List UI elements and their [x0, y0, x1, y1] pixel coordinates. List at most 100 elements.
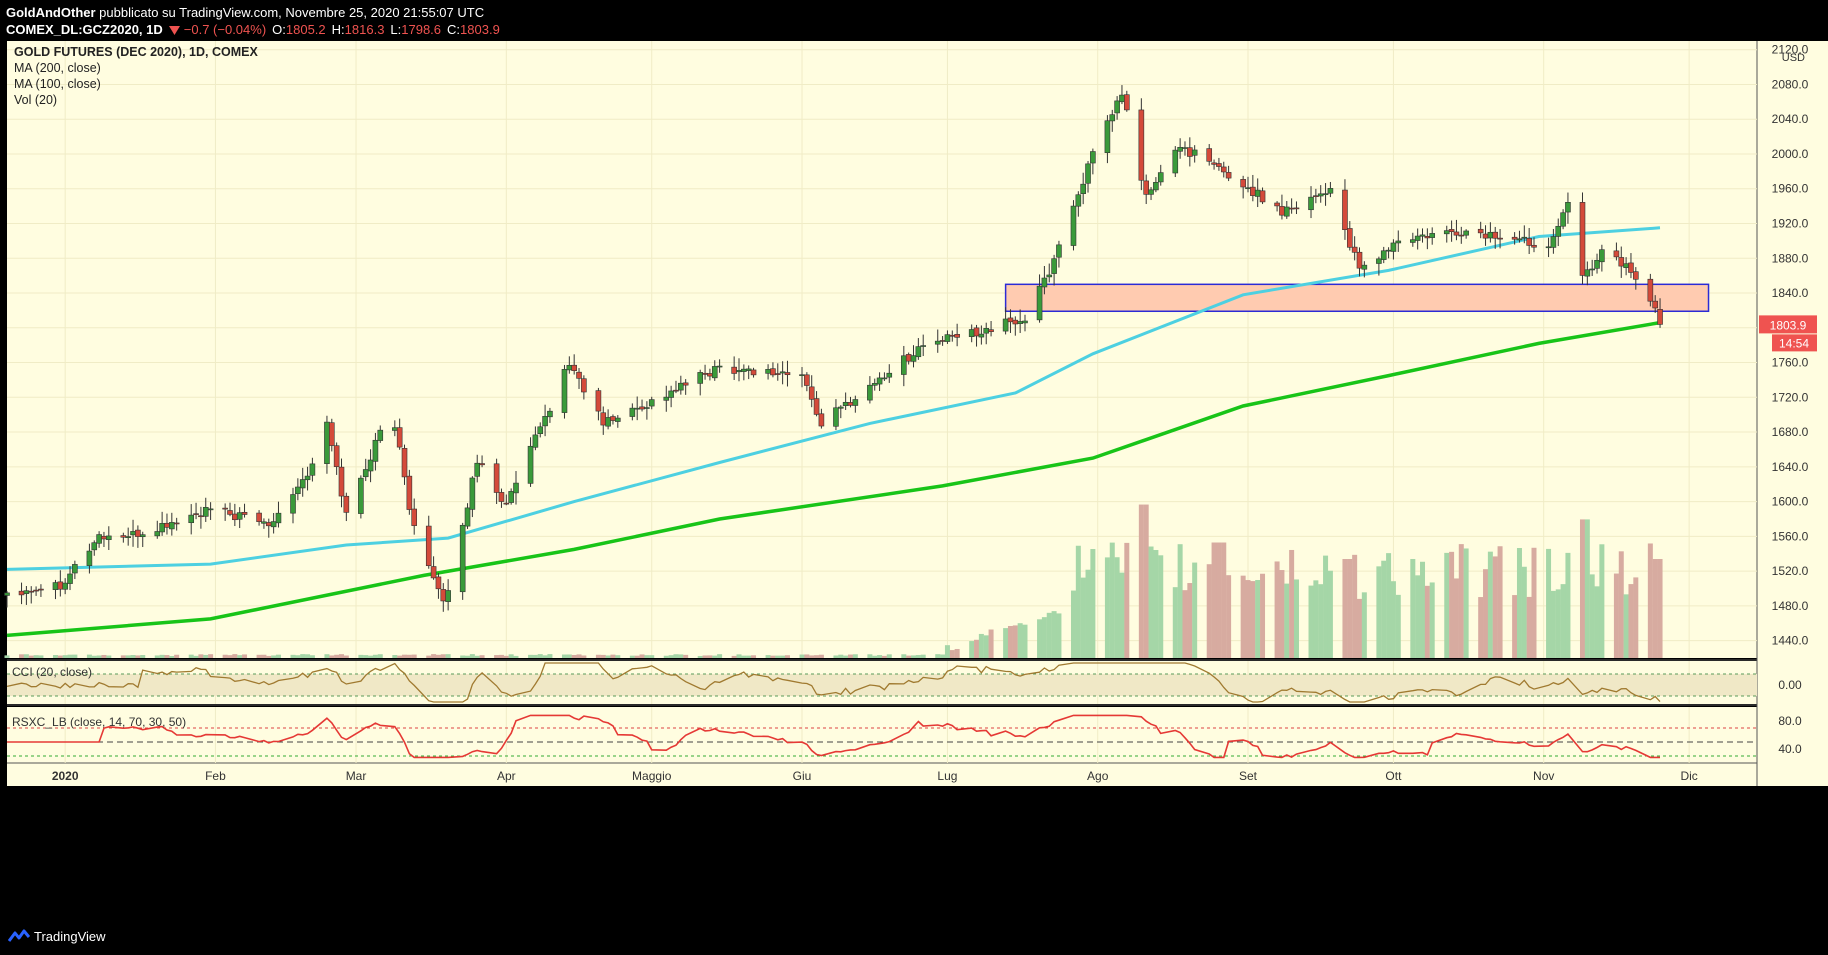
- volume-bar: [731, 655, 737, 658]
- volume-bar: [1318, 584, 1324, 658]
- candle-body: [711, 366, 718, 379]
- candle-body: [435, 576, 442, 590]
- candle-body: [299, 479, 306, 489]
- candle-body: [106, 535, 112, 540]
- volume-bar: [135, 655, 141, 658]
- time-axis-background[interactable]: [7, 763, 1757, 786]
- candle-body: [532, 434, 539, 448]
- candle-body: [600, 412, 607, 426]
- volume-bar: [566, 654, 572, 658]
- candle-body: [1259, 190, 1266, 203]
- candle-body: [62, 582, 68, 590]
- candle-body: [1516, 238, 1523, 241]
- volume-bar: [663, 655, 669, 658]
- candle-body: [1148, 189, 1154, 195]
- volume-bar: [1356, 598, 1362, 658]
- volume-bar: [920, 654, 926, 658]
- volume-bar: [1589, 574, 1595, 658]
- candle-body: [86, 550, 93, 566]
- candle-body: [440, 589, 447, 602]
- candle-body: [1429, 233, 1436, 238]
- volume-bar: [1240, 575, 1246, 658]
- volume-bar: [266, 655, 272, 658]
- candle-body: [1492, 231, 1499, 239]
- time-tick-label: Maggio: [632, 769, 672, 783]
- candle-body: [1041, 277, 1048, 288]
- candle-body: [1317, 193, 1324, 197]
- candle-body: [682, 382, 689, 386]
- volume-bar: [324, 654, 330, 658]
- candle-body: [881, 377, 888, 380]
- volume-bar: [1444, 552, 1450, 658]
- volume-bar: [343, 655, 349, 658]
- volume-bar: [261, 654, 267, 658]
- candle-body: [1623, 263, 1629, 268]
- countdown-tag: 14:54: [1779, 336, 1809, 350]
- price-tick-label: 1640.0: [1772, 460, 1809, 474]
- volume-bar: [1245, 580, 1251, 658]
- volume-bar: [809, 655, 815, 658]
- price-tick-label: 1880.0: [1772, 251, 1809, 265]
- candle-body: [227, 510, 233, 515]
- candle-body: [1385, 249, 1392, 252]
- candle-body: [464, 507, 471, 527]
- volume-bar: [683, 654, 689, 658]
- volume-bar: [649, 655, 655, 658]
- candle-body: [901, 355, 907, 375]
- volume-bar: [547, 654, 553, 658]
- candle-body: [304, 475, 311, 481]
- candle-body: [1346, 228, 1353, 248]
- candle-body: [799, 374, 805, 376]
- volume-bar: [411, 654, 417, 658]
- volume-bar: [435, 654, 441, 658]
- candle-body: [1652, 300, 1658, 309]
- price-tick-label: 1960.0: [1772, 182, 1809, 196]
- volume-bar: [1003, 628, 1009, 658]
- volume-bar: [1007, 625, 1013, 658]
- price-tick-label: 1720.0: [1772, 390, 1809, 404]
- candle-body: [33, 589, 39, 592]
- volume-bar: [1070, 590, 1076, 658]
- candle-body: [973, 327, 980, 337]
- candle-body: [663, 396, 670, 401]
- candle-body: [1308, 196, 1314, 211]
- time-tick-label: Giu: [793, 769, 812, 783]
- volume-bar: [707, 655, 713, 658]
- volume-bar: [847, 654, 853, 658]
- candle-body: [1482, 233, 1489, 239]
- volume-bar: [494, 655, 500, 658]
- candle-body: [1119, 94, 1125, 103]
- candle-body: [430, 566, 437, 579]
- volume-bar: [1313, 580, 1319, 658]
- volume-bar: [751, 655, 757, 658]
- price-tick-label: 2120.0: [1772, 43, 1809, 57]
- candle-body: [164, 522, 170, 528]
- volume-bar: [1526, 596, 1532, 658]
- time-tick-label: Mar: [346, 769, 367, 783]
- candle-body: [222, 507, 228, 510]
- candle-body: [1313, 195, 1319, 197]
- candle-body: [1531, 244, 1537, 248]
- volume-bar: [1579, 519, 1585, 658]
- volume-bar: [969, 641, 975, 658]
- candle-body: [1191, 149, 1198, 156]
- price-tick-label: 1560.0: [1772, 529, 1809, 543]
- last-price-tag: 1803.9: [1770, 318, 1807, 332]
- candle-body: [333, 445, 340, 467]
- volume-bar: [528, 654, 534, 658]
- candle-body: [4, 592, 10, 596]
- candle-body: [808, 386, 815, 400]
- volume-bar: [188, 654, 194, 658]
- candle-body: [1017, 321, 1023, 324]
- symbol-header: COMEX_DL:GCZ2020, 1D −0.7 (−0.04%) O:1805.…: [6, 21, 500, 39]
- candle-body: [1036, 285, 1043, 321]
- candle-body: [852, 399, 859, 406]
- volume-bar: [1293, 579, 1299, 658]
- price-axis-background[interactable]: [1757, 41, 1828, 786]
- ohlc-open-value: 1805.2: [285, 22, 326, 37]
- candle-body: [1109, 114, 1116, 122]
- volume-bar: [765, 655, 771, 658]
- price-chart[interactable]: 1440.0 1480.0 1520.0 1560.0 1600.0 1640.0 1680…: [0, 41, 1828, 919]
- volume-bar: [1075, 545, 1081, 658]
- candle-body: [1056, 244, 1062, 258]
